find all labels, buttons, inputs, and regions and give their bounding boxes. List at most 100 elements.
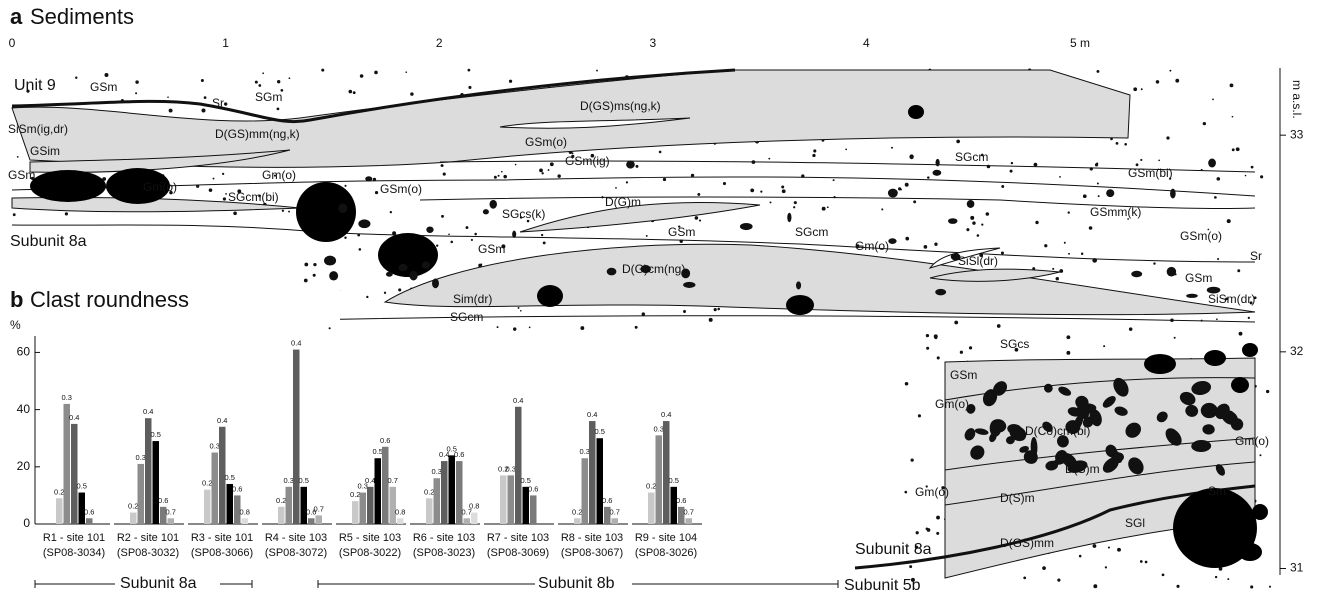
bar	[204, 489, 211, 524]
unit-label: Subunit 8a	[10, 233, 87, 250]
bar	[130, 512, 137, 524]
clast	[1125, 422, 1141, 438]
gravel-dot	[1218, 567, 1223, 571]
gravel-dot	[959, 350, 964, 354]
gravel-dot	[683, 310, 687, 313]
chart-sample: (SP08-3067)	[561, 547, 623, 559]
chart-name: R3 - site 101	[191, 532, 253, 544]
clast	[1106, 189, 1115, 198]
gravel-dot	[933, 334, 938, 339]
gravel-dot	[508, 79, 513, 83]
bar	[589, 421, 596, 524]
bar-class-label: 0.3	[210, 442, 220, 451]
clast	[1105, 444, 1118, 458]
gravel-dot	[549, 162, 554, 167]
gravel-dot	[374, 190, 379, 195]
gravel-dot	[222, 172, 225, 176]
unit-label: SGcs	[1000, 337, 1029, 351]
gravel-dot	[1035, 220, 1039, 225]
gravel-dot	[1169, 69, 1172, 72]
bar-class-label: 0.7	[166, 507, 176, 516]
gravel-dot	[519, 216, 523, 219]
bar	[56, 498, 63, 524]
bar-class-label: 0.3	[654, 424, 664, 433]
clast	[1166, 266, 1177, 277]
bar	[685, 518, 692, 524]
gravel-dot	[436, 244, 439, 247]
gravel-dot	[541, 233, 544, 237]
bar-class-label: 0.2	[498, 464, 508, 473]
gravel-dot	[698, 219, 702, 222]
bar-class-label: 0.2	[646, 482, 656, 491]
bar	[678, 506, 685, 524]
gravel-dot	[1169, 177, 1172, 180]
gravel-dot	[1042, 566, 1046, 570]
gravel-dot	[528, 326, 531, 329]
bar-class-label: 0.4	[661, 410, 671, 419]
gravel-dot	[1052, 267, 1055, 270]
unit-label: GSm	[90, 80, 117, 94]
gravel-dot	[915, 531, 919, 535]
gravel-dot	[981, 223, 984, 226]
gravel-dot	[410, 92, 414, 96]
bar	[670, 486, 677, 524]
gravel-dot	[497, 174, 500, 177]
gravel-dot	[1127, 218, 1129, 220]
y-tick-label: 20	[17, 459, 31, 473]
unit-label: GSm(o)	[1180, 229, 1222, 243]
gravel-dot	[503, 174, 507, 179]
x-tick-label: 2	[436, 36, 443, 50]
bar-class-label: 0.5	[299, 476, 309, 485]
bar-class-label: 0.4	[217, 416, 227, 425]
bar	[574, 518, 581, 524]
gravel-dot	[956, 139, 960, 144]
clast	[1113, 452, 1125, 462]
gravel-dot	[514, 163, 517, 166]
unit-label: GSm	[478, 242, 505, 256]
gravel-dot	[344, 184, 347, 187]
axis-label: %	[10, 318, 21, 332]
y-tick-label: 32	[1290, 344, 1304, 358]
bar-class-label: 0.6	[454, 450, 464, 459]
gravel-dot	[328, 327, 331, 330]
gravel-dot	[1124, 142, 1127, 146]
gravel-dot	[169, 190, 173, 195]
chart-sample: (SP08-3023)	[413, 547, 475, 559]
gravel-dot	[557, 174, 561, 178]
bar	[426, 498, 433, 524]
gravel-dot	[75, 76, 78, 79]
unit-label: Gm(o)	[915, 485, 949, 499]
unit-label: GSm(bi)	[1128, 166, 1173, 180]
clast	[432, 278, 439, 289]
gravel-dot	[980, 153, 984, 157]
clast	[426, 226, 434, 234]
gravel-dot	[450, 240, 454, 244]
bar	[397, 518, 404, 524]
gravel-dot	[1212, 98, 1214, 101]
panel-letter: a	[10, 4, 23, 29]
chart-sample: (SP08-3072)	[265, 547, 327, 559]
bar	[63, 403, 70, 524]
clast	[1186, 293, 1198, 298]
clast	[935, 288, 947, 296]
bar-class-label: 0.7	[388, 476, 398, 485]
bar-class-label: 0.2	[128, 502, 138, 511]
gravel-dot	[722, 181, 727, 186]
bar	[167, 518, 174, 524]
y-tick-label: 60	[17, 345, 31, 359]
gravel-dot	[708, 317, 713, 322]
gravel-dot	[1082, 194, 1087, 199]
gravel-dot	[104, 73, 109, 77]
gravel-dot	[641, 312, 646, 316]
bar	[137, 463, 144, 524]
unit-label: Gm(o)	[1235, 434, 1269, 448]
unit-label: SiSm(dr)	[1208, 292, 1255, 306]
clast	[1113, 377, 1129, 397]
gravel-dot	[905, 236, 910, 241]
clast-fragments	[324, 154, 1244, 476]
bar-class-label: 0.6	[676, 496, 686, 505]
clast	[1092, 258, 1098, 263]
unit-labels: Unit 9 GSm SGm Sr SiSm(ig,dr) D(GS)mm(ng…	[8, 77, 1269, 558]
bar-class-label: 0.4	[439, 450, 449, 459]
